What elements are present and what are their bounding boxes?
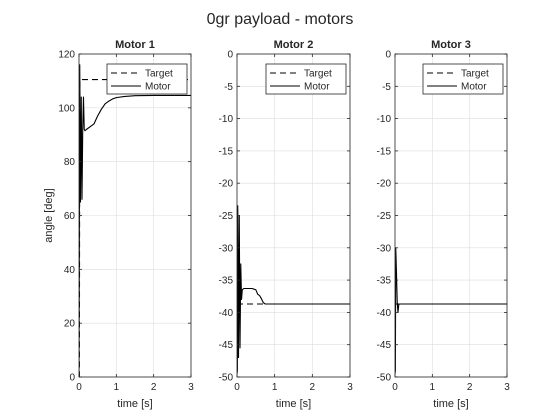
legend-label-motor: Motor (304, 82, 330, 93)
legend-label-motor: Motor (145, 82, 171, 93)
y-tick-label: -40 (219, 308, 234, 319)
legend-label-target: Target (461, 69, 489, 80)
legend-label-motor: Motor (461, 82, 487, 93)
y-tick-label: -50 (219, 373, 234, 384)
y-tick-label: 0 (69, 373, 75, 384)
subplot-motor-2: 0 1 2 3-50-45-40-35-30-25-20-15-10-50Motor … (219, 39, 354, 410)
legend-label-target: Target (304, 69, 332, 80)
y-tick-label: -35 (219, 276, 234, 287)
y-tick-label: 0 (227, 50, 233, 61)
x-tick-label: 1 (272, 382, 278, 393)
y-tick-label: -15 (377, 146, 392, 157)
y-tick-label: -35 (377, 276, 392, 287)
legend: Target Motor (106, 63, 188, 95)
subplot-title: Motor 2 (274, 39, 314, 51)
y-tick-label: 0 (385, 50, 391, 61)
series-line-motor (395, 247, 507, 374)
x-axis-label: time [s] (433, 398, 468, 410)
figure-title: 0gr payload - motors (207, 11, 354, 28)
x-tick-label: 0 (76, 382, 82, 393)
x-tick-label: 3 (347, 382, 353, 393)
legend-box (422, 63, 504, 95)
y-tick-label: -20 (219, 179, 234, 190)
y-tick-label: 20 (64, 319, 76, 330)
x-axis-label: time [s] (117, 398, 152, 410)
legend-box (106, 63, 188, 95)
legend: Target Motor (265, 63, 347, 95)
y-axis-label: angle [deg] (43, 188, 55, 242)
y-tick-label: -10 (219, 114, 234, 125)
subplot-motor-3: 0 1 2 3-50-45-40-35-30-25-20-15-10-50Motor … (377, 39, 511, 410)
x-tick-label: 3 (188, 382, 194, 393)
y-tick-label: -15 (219, 146, 234, 157)
subplot-motor-1: 0 1 2 3 0 20 40 60 80 100 120 Motor 1 time [s] angle … (43, 39, 194, 410)
y-tick-label: 60 (64, 211, 76, 222)
y-tick-label: 100 (58, 103, 75, 114)
series-line-motor (237, 205, 350, 374)
x-tick-label: 2 (151, 382, 157, 393)
x-axis-label: time [s] (276, 398, 311, 410)
subplot-title: Motor 1 (115, 39, 155, 51)
x-tick-label: 1 (430, 382, 436, 393)
legend-box (265, 63, 347, 95)
x-tick-label: 3 (504, 382, 510, 393)
y-tick-label: 40 (64, 265, 76, 276)
y-tick-label: -25 (219, 211, 234, 222)
x-tick-label: 2 (310, 382, 316, 393)
y-tick-label: -25 (377, 211, 392, 222)
y-tick-label: 120 (58, 50, 75, 61)
subplot-title: Motor 3 (431, 39, 471, 51)
y-tick-label: -40 (377, 308, 392, 319)
series-line-motor (79, 64, 191, 378)
y-tick-label: -45 (377, 340, 392, 351)
legend: Target Motor (422, 63, 504, 95)
y-tick-label: -45 (219, 340, 234, 351)
legend-label-target: Target (145, 69, 173, 80)
y-tick-label: 80 (64, 157, 76, 168)
x-tick-label: 0 (392, 382, 398, 393)
x-tick-label: 0 (234, 382, 240, 393)
y-tick-label: -50 (377, 373, 392, 384)
y-tick-label: -10 (377, 114, 392, 125)
x-tick-label: 1 (114, 382, 120, 393)
x-tick-label: 2 (467, 382, 473, 393)
y-tick-label: -5 (382, 82, 391, 93)
y-tick-label: -20 (377, 179, 392, 190)
y-tick-label: -5 (224, 82, 233, 93)
y-tick-label: -30 (377, 243, 392, 254)
y-tick-label: -30 (219, 243, 234, 254)
